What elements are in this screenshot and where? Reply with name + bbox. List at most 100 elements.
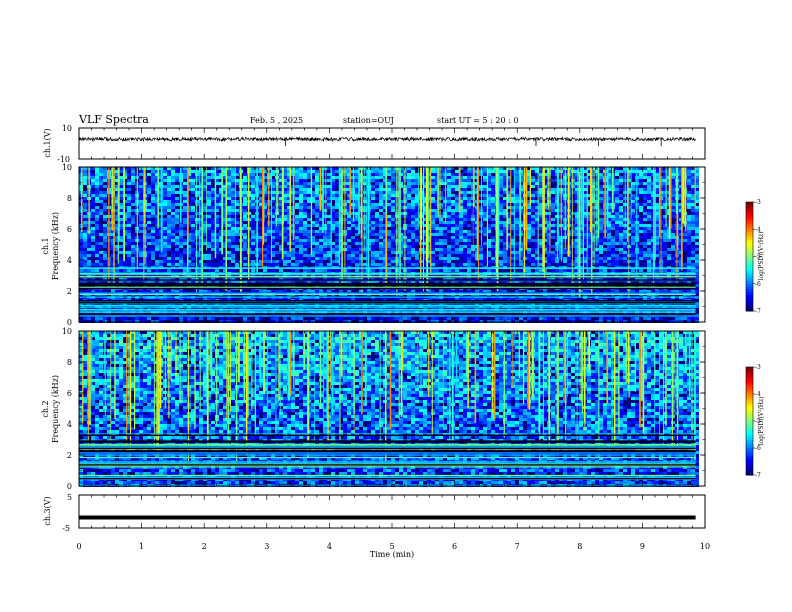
spectrogram-cell <box>79 209 83 212</box>
spectrogram-cell <box>143 290 147 293</box>
spectrogram-cell <box>275 242 279 245</box>
spectrogram-cell <box>307 176 311 179</box>
spectrogram-cell <box>243 317 247 320</box>
spectrogram-cell <box>83 197 87 200</box>
spectrogram-cell <box>391 233 395 236</box>
spectrogram-cell <box>399 197 403 200</box>
spectrogram-cell <box>435 197 439 200</box>
spectrogram-cell <box>235 227 239 230</box>
spectrogram-cell <box>207 200 211 203</box>
spectrogram-cell <box>119 233 123 236</box>
spectrogram-cell <box>247 290 251 293</box>
spectrogram-cell <box>399 191 403 194</box>
spectrogram-cell <box>287 200 291 203</box>
spectrogram-cell <box>183 260 187 263</box>
spectrogram-cell <box>375 269 379 272</box>
spectrogram-cell <box>447 254 451 257</box>
spectrogram-cell <box>183 230 187 233</box>
spectrogram-cell <box>139 227 143 230</box>
spectrogram-cell <box>403 317 407 320</box>
spectrogram-cell <box>307 251 311 254</box>
spectrogram-cell <box>355 206 359 209</box>
spectrogram-cell <box>435 239 439 242</box>
spectrogram-cell <box>375 239 379 242</box>
spectrogram-cell <box>127 221 131 224</box>
spectrogram-cell <box>439 254 443 257</box>
spectrogram-cell <box>119 182 123 185</box>
spectrogram-cell <box>447 281 451 284</box>
spectrogram-cell <box>83 236 87 239</box>
spectrogram-cell <box>103 224 107 227</box>
spectrogram-cell <box>223 257 227 260</box>
spectrogram-cell <box>431 203 435 206</box>
spectrogram-cell <box>119 191 123 194</box>
spectrogram-cell <box>339 257 343 260</box>
spectrogram-cell <box>375 281 379 284</box>
spectrogram-cell <box>407 182 411 185</box>
spectrogram-cell <box>243 167 247 170</box>
spectrogram-cell <box>263 200 267 203</box>
spectrogram-cell <box>415 239 419 242</box>
spectrogram-cell <box>163 290 167 293</box>
spectrogram-cell <box>359 248 363 251</box>
spectrogram-cell <box>223 182 227 185</box>
spectrogram-cell <box>259 245 263 248</box>
spectrogram-cell <box>171 251 175 254</box>
spectrogram-cell <box>99 242 103 245</box>
spectrogram-cell <box>251 281 255 284</box>
spectrogram-cell <box>379 203 383 206</box>
spectrogram-cell <box>375 224 379 227</box>
spectrogram-cell <box>351 269 355 272</box>
spectrogram-cell <box>391 197 395 200</box>
spectrogram-cell <box>155 248 159 251</box>
spectrogram-cell <box>235 281 239 284</box>
spectrogram-cell <box>79 167 83 170</box>
spectrogram-cell <box>315 236 319 239</box>
spectrogram-cell <box>303 215 307 218</box>
spectrogram-cell <box>167 197 171 200</box>
spectrogram-cell <box>431 269 435 272</box>
spectrogram-cell <box>339 185 343 188</box>
spectrogram-cell <box>411 248 415 251</box>
spectrogram-cell <box>323 248 327 251</box>
spectrogram-cell <box>411 263 415 266</box>
spectrogram-cell <box>275 269 279 272</box>
spectrogram-cell <box>311 185 315 188</box>
spectrogram-cell <box>131 182 135 185</box>
spectrogram-cell <box>127 242 131 245</box>
spectrogram-cell <box>235 221 239 224</box>
spectrogram-cell <box>311 200 315 203</box>
spectrogram-cell <box>387 230 391 233</box>
spectrogram-cell <box>167 209 171 212</box>
spectrogram-cell <box>315 242 319 245</box>
spectrogram-cell <box>139 203 143 206</box>
spectrogram-cell <box>279 191 283 194</box>
spectrogram-cell <box>343 317 347 320</box>
spectrogram-cell <box>447 236 451 239</box>
spectrogram-cell <box>251 236 255 239</box>
spectrogram-cell <box>179 245 183 248</box>
spectrogram-cell <box>311 227 315 230</box>
spectrogram-cell <box>127 251 131 254</box>
spectrogram-cell <box>87 239 91 242</box>
spectrogram-cell <box>275 167 279 170</box>
spectrogram-cell <box>447 197 451 200</box>
spectrogram-cell <box>175 203 179 206</box>
spectrogram-cell <box>259 176 263 179</box>
spectrogram-cell <box>295 176 299 179</box>
ch1-voltage-panel: 10 -10 ch.1(V) <box>43 124 706 164</box>
spectrogram-cell <box>179 254 183 257</box>
spectrogram-cell <box>259 173 263 176</box>
spectrogram-cell <box>167 305 171 308</box>
spectrogram-cell <box>275 263 279 266</box>
spectrogram-cell <box>347 221 351 224</box>
spectrogram-cell <box>131 317 135 320</box>
spectrogram-cell <box>447 194 451 197</box>
spectrogram-cell <box>347 227 351 230</box>
spectrogram-cell <box>243 251 247 254</box>
spectrogram-cell <box>315 182 319 185</box>
spectrogram-cell <box>215 206 219 209</box>
spectrogram-cell <box>327 248 331 251</box>
spectrogram-cell <box>219 188 223 191</box>
spectrogram-cell <box>323 182 327 185</box>
